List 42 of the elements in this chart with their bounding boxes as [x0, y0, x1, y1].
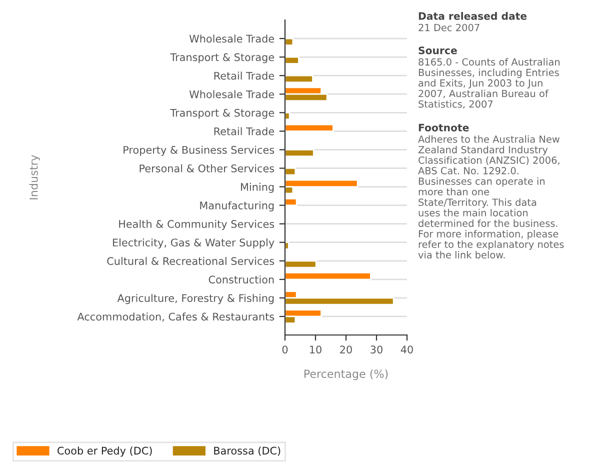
y-tick-label: Electricity, Gas & Water Supply: [113, 238, 274, 248]
bar: [285, 168, 296, 176]
bar: [285, 56, 300, 64]
y-tick-label: Agriculture, Forestry & Fishing: [117, 294, 274, 304]
y-tick-label: Property & Business Services: [124, 146, 274, 156]
bar: [285, 272, 372, 280]
y-tick-label: Mining: [241, 182, 274, 193]
x-axis-title: Percentage (%): [304, 369, 388, 380]
y-tick-label: Transport & Storage: [170, 53, 274, 64]
x-tick-label: 30: [370, 346, 382, 354]
y-tick-label: Health & Community Services: [119, 220, 274, 230]
x-tick-label: 0: [282, 346, 288, 354]
text: Source: [418, 46, 457, 54]
bar: [285, 112, 290, 120]
bar: [285, 260, 317, 268]
y-tick-label: Construction: [208, 275, 274, 284]
legend-label: Barossa (DC): [214, 446, 280, 456]
bar: [285, 242, 290, 250]
bar: [285, 74, 314, 83]
bar: [285, 38, 294, 46]
text: Footnote: [418, 124, 469, 132]
x-tick-label: 40: [400, 346, 413, 354]
y-tick-label: Accommodation, Cafes & Restaurants: [77, 312, 274, 322]
y-tick-label: Transport & Storage: [170, 108, 274, 119]
text: 8165.0 - Counts of Australian Businesses, including Entries and Exits, Jun 2003 to Jun 2007, Australian Bureau of Statistics, 2007: [418, 58, 560, 109]
bar: [285, 149, 314, 158]
text: Data released date: [418, 12, 527, 20]
y-tick-label: Manufacturing: [200, 201, 274, 212]
legend-label: Coob er Pedy (DC): [58, 446, 152, 457]
text: 21 Dec 2007: [418, 24, 480, 32]
text: Adheres to the Australia New Zealand Standard Industry Classification (ANZSIC) 2006, ABS Cat. No. 1292.0. Businesses can operate in more than one State/Territory. This data uses the main location determined for the business. For more information, please refer to the explanatory notes via the link below.: [418, 135, 564, 259]
y-tick-label: Retail Trade: [214, 72, 274, 80]
y-tick-label: Retail Trade: [214, 127, 274, 136]
x-tick-label: 10: [310, 346, 322, 354]
x-tick-label: 20: [340, 346, 352, 354]
y-tick-label: Cultural & Recreational Services: [107, 256, 274, 265]
y-tick-label: Wholesale Trade: [189, 90, 274, 98]
y-axis-title: Industry: [29, 154, 40, 200]
bar: [285, 124, 334, 132]
y-tick-label: Personal & Other Services: [140, 164, 274, 172]
bar: [285, 198, 298, 206]
y-tick-label: Wholesale Trade: [189, 34, 274, 43]
